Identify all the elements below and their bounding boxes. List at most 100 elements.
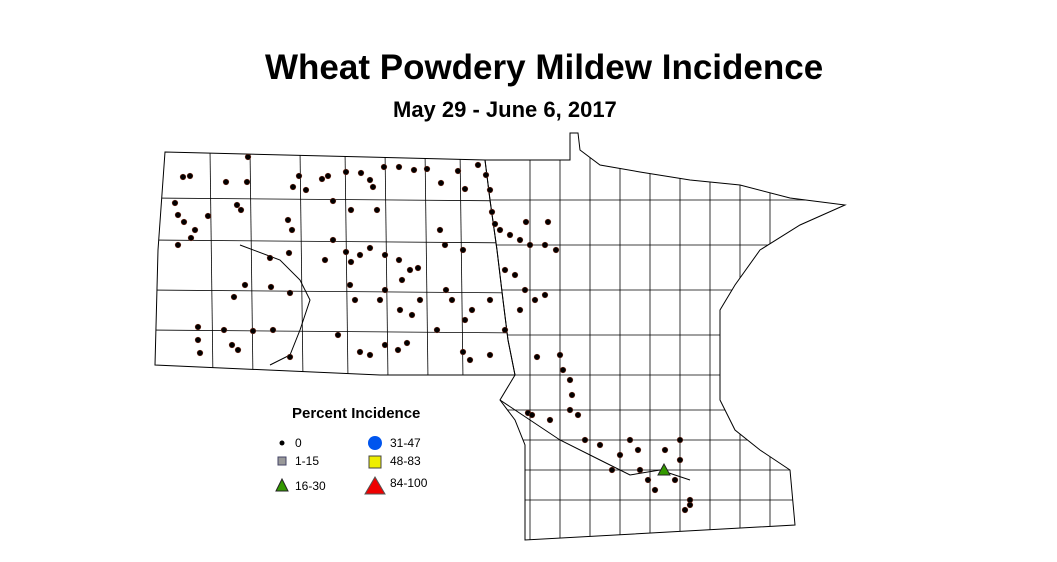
site-marker-0	[552, 246, 560, 254]
site-marker-0	[459, 246, 467, 254]
site-marker-0	[381, 341, 389, 349]
legend-blue-circle-icon	[368, 436, 382, 450]
county-line	[384, 152, 389, 375]
site-marker-0	[521, 286, 529, 294]
site-marker-0	[356, 348, 364, 356]
site-marker-0	[686, 501, 694, 509]
site-marker-0	[533, 353, 541, 361]
site-marker-0	[406, 266, 414, 274]
site-marker-0	[616, 451, 624, 459]
site-marker-0	[295, 172, 303, 180]
site-marker-0	[179, 173, 187, 181]
site-marker-0	[396, 306, 404, 314]
site-marker-0	[356, 251, 364, 259]
site-marker-0	[511, 271, 519, 279]
map-subtitle: May 29 - June 6, 2017	[393, 97, 617, 122]
legend-dot-icon	[279, 440, 285, 446]
site-marker-0	[237, 206, 245, 214]
site-marker-0	[410, 166, 418, 174]
site-marker-0	[403, 339, 411, 347]
legend-label-2: 16-30	[295, 479, 326, 493]
site-marker-0	[408, 311, 416, 319]
site-marker-0	[491, 220, 499, 228]
site-marker-0	[381, 251, 389, 259]
site-marker-0	[661, 446, 669, 454]
site-marker-0	[191, 226, 199, 234]
site-marker-0	[286, 289, 294, 297]
site-marker-0	[302, 186, 310, 194]
site-marker-0	[441, 241, 449, 249]
site-marker-0	[681, 506, 689, 514]
county-line	[209, 152, 214, 375]
site-marker-0	[433, 326, 441, 334]
site-marker-0	[174, 211, 182, 219]
site-marker-0	[324, 172, 332, 180]
site-marker-0	[266, 254, 274, 262]
site-marker-0	[228, 341, 236, 349]
site-marker-0	[347, 206, 355, 214]
site-marker-0	[454, 167, 462, 175]
site-marker-0	[528, 411, 536, 419]
legend-label-0: 0	[295, 436, 302, 450]
site-marker-0	[526, 241, 534, 249]
site-marker-0	[566, 406, 574, 414]
site-marker-0	[220, 326, 228, 334]
site-marker-0	[244, 153, 252, 161]
site-marker-0	[486, 296, 494, 304]
site-marker-0	[230, 293, 238, 301]
site-marker-0	[522, 218, 530, 226]
site-marker-0	[423, 165, 431, 173]
site-marker-0	[568, 391, 576, 399]
legend-yellow-square-icon	[368, 455, 382, 469]
county-line	[424, 152, 429, 375]
site-marker-0	[398, 276, 406, 284]
site-marker-0	[671, 476, 679, 484]
site-marker-0	[288, 226, 296, 234]
legend-label-3: 31-47	[390, 436, 421, 450]
site-marker-0	[243, 178, 251, 186]
minnesota-river-line	[499, 399, 691, 481]
site-marker-0	[249, 327, 257, 335]
site-marker-0	[334, 331, 342, 339]
site-marker-0	[285, 249, 293, 257]
site-marker-0	[342, 248, 350, 256]
site-marker-0	[395, 163, 403, 171]
county-line	[344, 152, 349, 375]
site-marker-0	[204, 212, 212, 220]
county-line	[459, 152, 464, 375]
site-marker-0	[381, 286, 389, 294]
site-marker-0	[676, 456, 684, 464]
site-marker-0	[171, 199, 179, 207]
site-marker-0	[286, 353, 294, 361]
site-marker-0	[376, 296, 384, 304]
site-marker-0	[468, 306, 476, 314]
site-marker-0	[267, 283, 275, 291]
site-marker-0	[486, 186, 494, 194]
legend-label-1: 1-15	[295, 454, 320, 468]
legend-label-5: 84-100	[390, 476, 428, 490]
site-marker-0	[233, 201, 241, 209]
site-marker-0	[516, 306, 524, 314]
site-marker-0	[501, 326, 509, 334]
site-marker-0	[329, 236, 337, 244]
site-marker-0	[346, 281, 354, 289]
site-marker-0	[174, 241, 182, 249]
site-marker-0	[321, 256, 329, 264]
site-marker-0	[461, 185, 469, 193]
site-marker-0	[187, 234, 195, 242]
site-marker-0	[608, 466, 616, 474]
county-line	[299, 152, 304, 375]
site-marker-0	[474, 161, 482, 169]
site-marker-0	[194, 336, 202, 344]
site-marker-0	[196, 349, 204, 357]
site-marker-0	[581, 436, 589, 444]
legend-green-triangle-icon	[275, 477, 289, 492]
site-marker-0	[416, 296, 424, 304]
site-marker-0	[269, 326, 277, 334]
site-marker-0	[556, 351, 564, 359]
site-marker-16-30	[657, 462, 671, 476]
map-title: Wheat Powdery Mildew Incidence	[265, 48, 824, 87]
site-marker-0	[496, 226, 504, 234]
